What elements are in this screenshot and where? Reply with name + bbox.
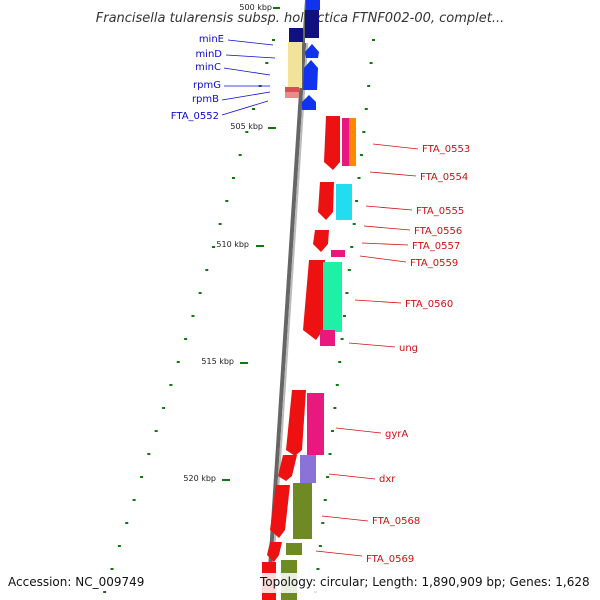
topology-text: Topology: circular; Length: 1,890,909 bp… [259,575,590,589]
gene-bar-rpmB [285,92,299,98]
label-minD: minD [195,49,222,60]
label-FTA_0568: FTA_0568 [372,516,420,527]
label-FTA_0553: FTA_0553 [422,144,470,155]
blue-arrow-1 [305,44,319,58]
kbp-label-520: 520 kbp [183,474,216,483]
label-gyrA: gyrA [385,429,408,440]
gene-bar-rpmG [285,87,299,92]
label-FTA_0556: FTA_0556 [414,226,462,237]
cds-FTA_0557 [313,230,329,252]
cds-FTA_0569 [267,542,282,562]
label-FTA_0554: FTA_0554 [420,172,468,183]
label-rpmB: rpmB [192,94,219,105]
kbp-label-505: 505 kbp [230,122,263,131]
right-gene-labels: FTA_0553 FTA_0554 FTA_0555 FTA_0556 FTA_… [315,143,470,565]
left-gene-labels: minE minD minC rpmG rpmB FTA_0552 [171,34,276,122]
label-minE: minE [199,34,224,45]
map-title: Francisella tularensis subsp. holarctica… [96,11,505,26]
label-FTA_0569: FTA_0569 [366,554,414,565]
label-FTA_0555: FTA_0555 [416,206,464,217]
cds-FTA_0569-b [286,543,302,555]
label-minC: minC [195,62,221,73]
kbp-label-515: 515 kbp [201,357,234,366]
label-ung: ung [399,343,418,354]
cds-FTA_0568-b [293,483,312,539]
tick-ring [103,39,375,593]
cds-FTA_0560-b [323,262,342,332]
left-gene-cluster [285,0,320,110]
label-rpmG: rpmG [193,80,221,91]
accession-text: Accession: NC_009749 [8,575,144,589]
kbp-label-500: 500 kbp [239,3,272,12]
cds-FTA_0555 [318,182,334,220]
cds-FTA_0553 [324,116,340,170]
cds-ung [320,330,335,346]
cds-FTA_0568 [270,485,290,538]
cds-dxr-b [300,455,316,483]
cds-FTA_0553-c [349,118,356,166]
label-FTA_0560: FTA_0560 [405,299,453,310]
label-FTA_0559: FTA_0559 [410,258,458,269]
cds-dxr [278,455,297,481]
cds-gyrA-b [307,393,324,455]
kbp-label-510: 510 kbp [216,240,249,249]
cds-FTA_0559 [331,250,345,257]
cds-gyrA [286,390,306,456]
label-FTA_0552: FTA_0552 [171,111,219,122]
gene-bar-yellow [288,42,302,88]
cds-FTA_0555-b [336,184,352,220]
label-dxr: dxr [379,474,396,485]
cds-FTA_0553-b [342,118,349,166]
gene-bar-navy [289,28,303,42]
blue-arrow-2 [303,60,318,90]
label-FTA_0557: FTA_0557 [412,241,460,252]
kbp-scale: 500 kbp 505 kbp 510 kbp 515 kbp 520 kbp [183,3,280,483]
blue-arrow-3 [302,95,316,110]
cds-FTA_0560 [303,260,325,340]
right-gene-features [262,116,356,600]
